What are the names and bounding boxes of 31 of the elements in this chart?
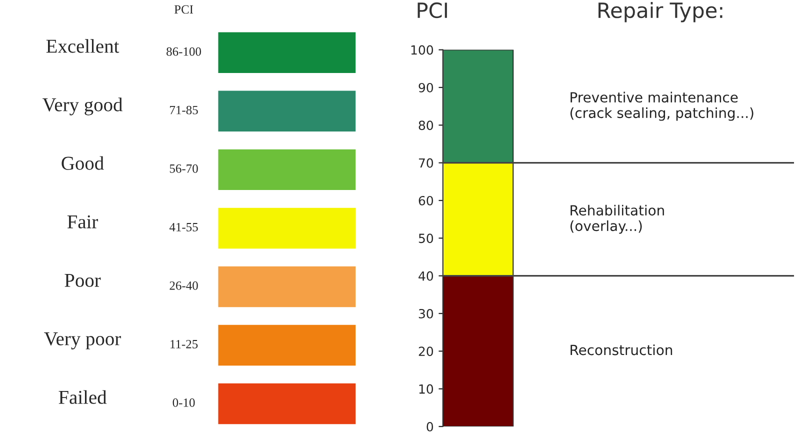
category-label: Very good xyxy=(42,98,123,116)
y-tick-label: 30 xyxy=(418,308,434,318)
y-tick-label: 60 xyxy=(418,196,434,206)
text: PCI xyxy=(174,5,194,14)
text: 11-25 xyxy=(170,340,198,348)
text: 86-100 xyxy=(166,47,202,56)
y-tick-label: 100 xyxy=(411,45,434,55)
text: 41-55 xyxy=(169,222,198,232)
y-tick-label: 0 xyxy=(426,422,434,432)
category-label: Very poor xyxy=(44,332,121,350)
text: 71-85 xyxy=(170,106,198,114)
y-tick-label: 50 xyxy=(418,234,434,244)
y-tick-label: 70 xyxy=(418,158,434,168)
category-label: Excellent xyxy=(46,39,120,53)
y-tick-label: 90 xyxy=(418,82,434,92)
text: Repair Type: xyxy=(598,2,722,22)
y-tick-label: 10 xyxy=(419,384,434,394)
y-tick-label: 80 xyxy=(418,120,434,130)
text: 56-70 xyxy=(170,164,198,173)
y-tick-label: 40 xyxy=(418,271,434,281)
category-label: Poor xyxy=(64,274,101,287)
category-label: Good xyxy=(62,156,104,170)
category-label: Fair xyxy=(67,215,98,228)
category-label: Failed xyxy=(58,390,107,404)
y-axis-title: PCI xyxy=(418,2,447,18)
text: Reconstruction xyxy=(570,344,672,356)
text: 26-40 xyxy=(170,281,198,290)
text: Preventive maintenance (crack sealing, patching...) xyxy=(570,92,754,121)
text: 0-10 xyxy=(172,398,195,407)
y-tick-label: 20 xyxy=(418,346,434,356)
text: Rehabilitation (overlay...) xyxy=(570,204,664,234)
